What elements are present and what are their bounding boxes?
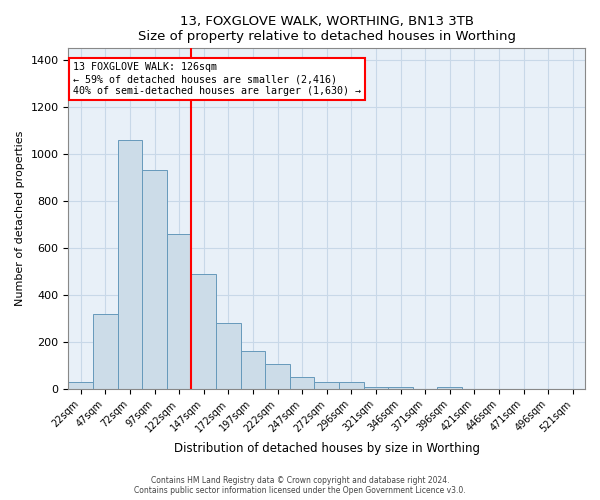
Title: 13, FOXGLOVE WALK, WORTHING, BN13 3TB
Size of property relative to detached hous: 13, FOXGLOVE WALK, WORTHING, BN13 3TB Si… (138, 15, 516, 43)
Bar (191, 274, 216, 389)
Text: 13 FOXGLOVE WALK: 126sqm
← 59% of detached houses are smaller (2,416)
40% of sem: 13 FOXGLOVE WALK: 126sqm ← 59% of detach… (73, 62, 361, 96)
Bar (167, 234, 191, 389)
Bar (118, 140, 142, 389)
Bar (93, 314, 118, 389)
Bar (265, 364, 290, 389)
Y-axis label: Number of detached properties: Number of detached properties (15, 131, 25, 306)
Bar (142, 170, 167, 389)
Bar (314, 382, 339, 389)
Text: Contains HM Land Registry data © Crown copyright and database right 2024.
Contai: Contains HM Land Registry data © Crown c… (134, 476, 466, 495)
Bar (290, 377, 314, 389)
Bar (241, 352, 265, 389)
X-axis label: Distribution of detached houses by size in Worthing: Distribution of detached houses by size … (174, 442, 480, 455)
Bar (339, 382, 364, 389)
Bar (364, 386, 388, 389)
Bar (437, 386, 462, 389)
Bar (216, 323, 241, 389)
Bar (388, 386, 413, 389)
Bar (68, 382, 93, 389)
